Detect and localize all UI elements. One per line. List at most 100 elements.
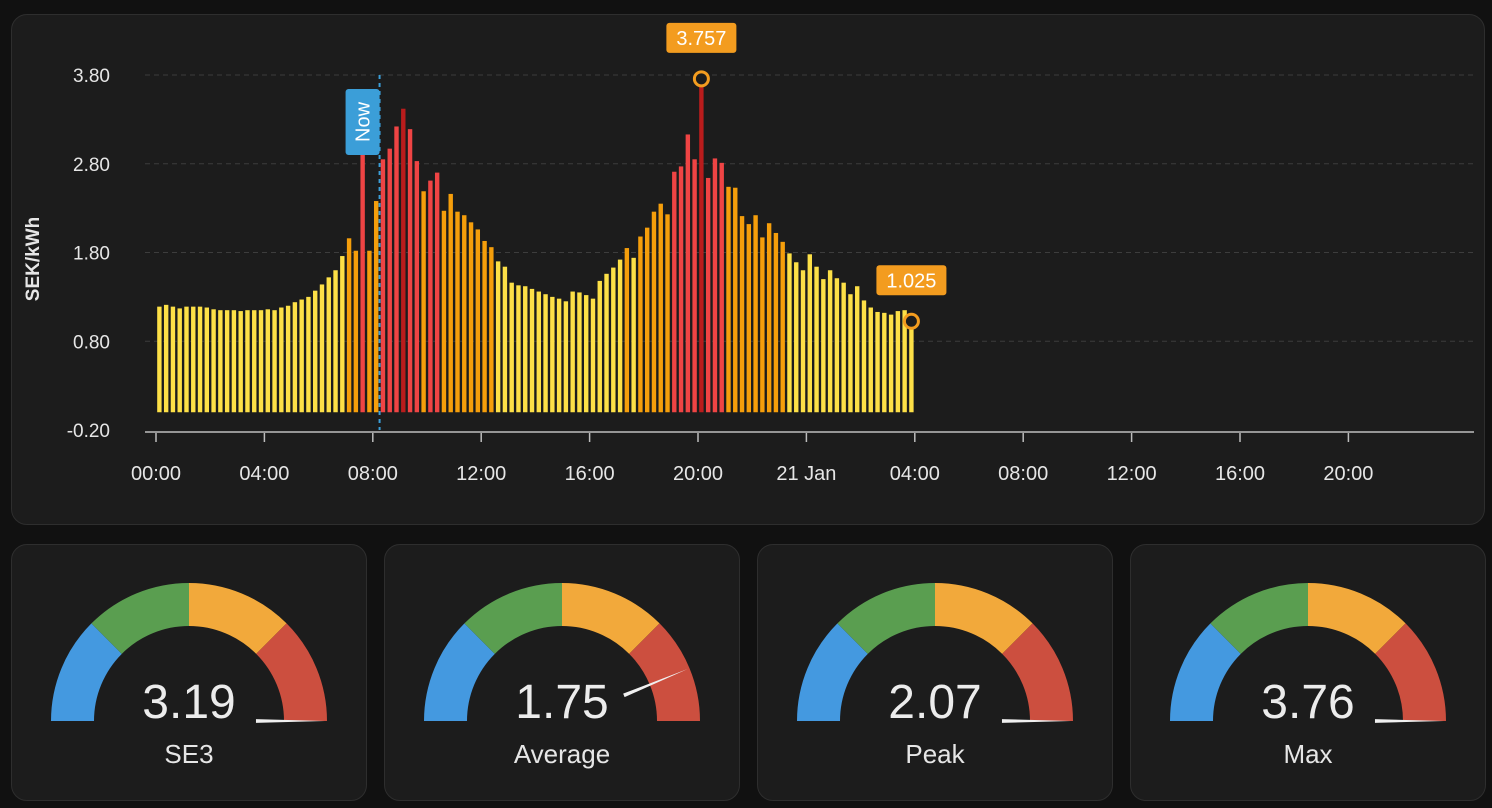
price-bar [773,232,779,413]
gauge-value: 2.07 [888,676,981,729]
price-bar [638,236,643,413]
price-bar [509,282,514,413]
y-tick-label: -0.20 [67,421,110,442]
price-bar [882,312,887,413]
gauge-se3: 3.19 SE3 [51,583,327,769]
price-bar [319,284,325,413]
price-bar [672,171,677,413]
gauge-segment-red [629,623,700,721]
price-bar [644,227,650,413]
price-bar [536,291,541,413]
price-bar [306,296,311,413]
price-bar [760,237,765,413]
gauge-segment-orange [1308,583,1406,654]
x-tick-label: 08:00 [998,463,1048,485]
price-bar [245,310,250,413]
callout-marker [902,312,920,330]
price-bar [597,280,602,413]
price-bar [292,302,298,413]
price-bar [197,306,203,413]
price-bar [604,273,609,413]
price-bar [448,193,453,413]
x-tick-label: 21 Jan [776,463,836,485]
x-tick-label: 08:00 [348,463,398,485]
gauge-segment-orange [562,583,660,654]
price-bar [265,309,270,413]
price-bar [523,286,528,413]
x-tick-label: 04:00 [890,463,940,485]
y-tick-label: 2.80 [73,155,110,176]
gauge-arcs [1170,583,1446,721]
y-tick-label: 1.80 [73,244,110,265]
price-bar [516,285,521,413]
price-bar [787,253,792,413]
gauge-card-average[interactable]: 1.75 Average [384,544,740,801]
price-bar [238,311,243,413]
gauge-average: 1.75 Average [424,583,700,769]
price-bar [163,304,169,413]
price-bar [861,300,867,413]
gauge-segment-red [1002,623,1073,721]
price-bar [373,201,379,413]
y-tick-label: 3.80 [73,66,110,87]
price-bar [407,129,413,413]
price-bar [855,286,860,413]
price-bar [157,306,162,413]
price-bar [584,295,589,413]
price-bar [252,310,257,413]
price-bar [326,277,331,413]
gauge-arcs [797,583,1073,721]
price-bar [902,310,907,413]
gauge-card-max[interactable]: 3.76 Max [1130,544,1486,801]
price-bar [746,224,752,413]
callout-label: 1.025 [886,270,936,292]
x-tick-label: 12:00 [456,463,506,485]
gauge-segment-orange [189,583,287,654]
gauge-arcs [51,583,327,721]
gauge-card-se3[interactable]: 3.19 SE3 [11,544,367,801]
x-axis: 00:00 04:00 08:00 12:00 16:00 20:00 21 Jan 04:0… [131,431,1474,485]
x-tick-label: 16:00 [565,463,615,485]
gauge-label: Peak [905,739,965,769]
price-bar [739,216,745,413]
price-bar [279,307,284,413]
x-tick-label: 20:00 [1323,463,1373,485]
price-bar [434,172,440,413]
gauge-segment-red [1375,623,1446,721]
gauge-segment-green [464,583,562,654]
price-bar [753,215,758,413]
price-bar [502,266,508,413]
price-bar [570,291,575,413]
gauge-needle [1001,719,1071,723]
x-tick-label: 20:00 [673,463,723,485]
price-bar [651,211,657,413]
price-bar [733,187,738,413]
price-bar [665,214,670,413]
price-bar [489,247,494,413]
price-bar [807,254,812,413]
price-bar [658,203,663,413]
gauge-card-peak[interactable]: 2.07 Peak [757,544,1113,801]
gauge-label: SE3 [164,739,213,769]
price-chart-card: 3.80 2.80 1.80 0.80 -0.20 SEK/kWh 00:00 04:00… [11,14,1485,525]
price-bar [678,166,684,413]
price-bar [204,307,210,413]
price-bar [895,311,901,413]
price-bar [218,310,223,413]
gauge-needle [255,719,325,723]
x-tick-label: 00:00 [131,463,181,485]
price-bar [272,310,277,413]
price-bar [834,278,840,413]
price-bar [258,310,264,413]
price-bar [170,306,176,413]
gauge-segment-blue [51,623,122,721]
price-bar [211,309,216,413]
price-bar [441,210,447,413]
callout-box [876,265,947,296]
price-bar [529,288,535,413]
price-bar [875,311,880,413]
price-bar [333,270,338,413]
callout-box [666,22,737,53]
gauge-value: 3.76 [1261,676,1354,729]
price-bars [157,78,914,413]
